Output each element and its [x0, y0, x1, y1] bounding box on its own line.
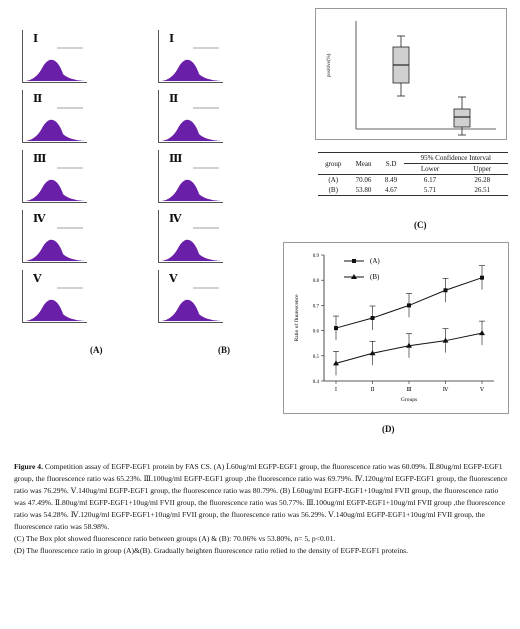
histogram-peak — [25, 59, 85, 81]
data-point — [480, 275, 484, 280]
histogram-peak — [25, 239, 85, 261]
y-tick-label: 0.5 — [313, 355, 320, 360]
x-tick-label: Ⅳ — [443, 387, 449, 393]
legend-label: (B) — [370, 273, 380, 281]
histogram-peak — [25, 299, 85, 321]
histogram-peak — [25, 119, 85, 141]
box-plot-ylabel: positive(%) — [327, 53, 332, 77]
histogram-roman-label: Ⅲ — [33, 153, 47, 165]
table-row: (B) 53.80 4.67 5.71 26.51 — [318, 185, 508, 196]
histogram-a-1: Ⅰ — [22, 30, 87, 83]
caption-line-d: (D) The fluorescence ratio in group (A)&… — [14, 546, 408, 555]
x-axis-label: Groups — [401, 397, 417, 403]
histogram-roman-label: Ⅳ — [33, 213, 46, 225]
histogram-b-1: Ⅰ — [158, 30, 223, 83]
y-tick-label: 0.4 — [313, 380, 320, 385]
y-tick-label: 0.6 — [313, 330, 320, 335]
histogram-b-5: Ⅴ — [158, 270, 223, 323]
box-plot-panel: positive(%) (A)(B) — [315, 8, 507, 140]
histogram-a-4: Ⅳ — [22, 210, 87, 263]
x-tick-label: Ⅰ — [335, 387, 337, 393]
histogram-a-3: Ⅲ — [22, 150, 87, 203]
data-point — [369, 350, 376, 356]
histogram-roman-label: Ⅰ — [169, 33, 175, 45]
legend-label: (A) — [370, 257, 380, 265]
data-point — [442, 337, 449, 343]
histogram-roman-label: Ⅴ — [169, 273, 178, 285]
data-point — [406, 342, 412, 348]
x-tick-label: Ⅴ — [479, 387, 485, 393]
y-tick-label: 0.8 — [313, 279, 320, 284]
histogram-roman-label: Ⅱ — [33, 93, 43, 105]
data-point — [333, 360, 339, 366]
col-mean: Mean — [355, 159, 372, 168]
data-point — [370, 316, 375, 320]
histogram-peak — [161, 239, 221, 261]
col-sd: S.D — [385, 159, 397, 168]
data-point — [479, 330, 485, 336]
histogram-roman-label: Ⅴ — [33, 273, 42, 285]
histogram-a-5: Ⅴ — [22, 270, 87, 323]
legend-marker — [352, 259, 356, 263]
y-tick-label: 0.9 — [313, 254, 320, 259]
histogram-b-3: Ⅲ — [158, 150, 223, 203]
data-point — [334, 326, 338, 331]
histogram-roman-label: Ⅲ — [169, 153, 183, 165]
x-tick-label: Ⅲ — [406, 387, 411, 393]
histogram-peak — [161, 59, 221, 81]
x-tick-label: Ⅱ — [371, 387, 375, 393]
histogram-peak — [25, 179, 85, 201]
histogram-roman-label: Ⅳ — [169, 213, 182, 225]
data-point — [407, 303, 411, 308]
histogram-peak — [161, 119, 221, 141]
line-chart: 0.9 0.8 0.7 0.6 0.5 0.4 Ⅰ Ⅱ Ⅲ Ⅳ Ⅴ Groups Ratio of fl… — [293, 254, 494, 403]
histogram-b-2: Ⅱ — [158, 90, 223, 143]
panel-label-b: (B) — [218, 345, 230, 355]
y-axis-label: Ratio of fluorescence — [293, 294, 300, 342]
table-row: (A) 70.06 8.49 6.17 26.28 — [318, 174, 508, 186]
figure-caption: Figure 4. Competition assay of EGFP-EGF1… — [14, 461, 509, 557]
stats-table: group Mean S.D 95% Confidence Interval L… — [318, 152, 508, 196]
box-plot: positive(%) (A)(B) — [327, 21, 496, 136]
histogram-roman-label: Ⅱ — [169, 93, 179, 105]
histogram-roman-label: Ⅰ — [33, 33, 39, 45]
panel-label-d: (D) — [382, 424, 395, 434]
caption-text: Competition assay of EGFP-EGF1 protein b… — [14, 462, 508, 531]
histogram-b-4: Ⅳ — [158, 210, 223, 263]
panel-label-a: (A) — [90, 345, 103, 355]
y-tick-label: 0.7 — [313, 304, 320, 309]
caption-title: Figure 4. — [14, 462, 43, 471]
col-upper: Upper — [473, 165, 492, 173]
histogram-a-2: Ⅱ — [22, 90, 87, 143]
histogram-peak — [161, 179, 221, 201]
col-lower: Lower — [420, 165, 440, 173]
histogram-peak — [161, 299, 221, 321]
caption-line-c: (C) The Box plot showed fluorescence rat… — [14, 534, 336, 543]
panel-label-c: (C) — [414, 220, 427, 230]
col-group: group — [325, 159, 342, 168]
col-ci: 95% Confidence Interval — [403, 152, 508, 164]
box-b — [453, 108, 471, 128]
legend-marker — [351, 274, 357, 279]
line-chart-panel: 0.9 0.8 0.7 0.6 0.5 0.4 Ⅰ Ⅱ Ⅲ Ⅳ Ⅴ Groups Ratio of fl… — [283, 242, 509, 414]
data-point — [443, 288, 448, 293]
